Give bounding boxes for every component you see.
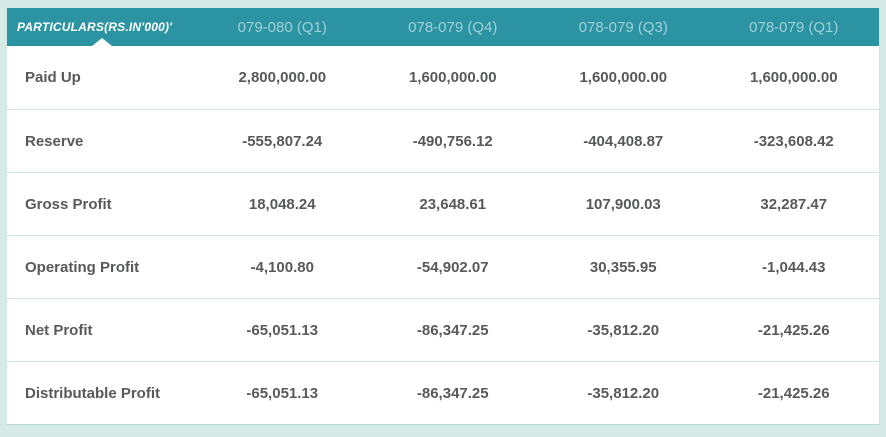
row-value: -35,812.20 [587,321,660,339]
column-header-078-079-q4: 078-079 (Q4) [408,18,498,36]
row-label: Net Profit [25,321,93,339]
row-value: -65,051.13 [246,384,319,402]
row-value: -21,425.26 [757,384,830,402]
column-header-078-079-q3: 078-079 (Q3) [578,18,668,36]
row-label: Reserve [25,132,84,150]
row-value: -555,807.24 [242,132,323,150]
callout-arrow [92,38,112,46]
row-label: Operating Profit [25,258,140,276]
table-body: Paid Up 2,800,000.00 1,600,000.00 1,600,… [7,46,879,424]
row-value: 18,048.24 [248,195,316,213]
row-value: -490,756.12 [412,132,493,150]
row-label: Paid Up [25,69,81,86]
table-row: Distributable Profit -65,051.13 -86,347.… [7,361,879,424]
particulars-header: PARTICULARS(RS.IN'000)' [17,20,173,34]
table-header-row: PARTICULARS(RS.IN'000)' 079-080 (Q1) 078… [7,8,879,46]
row-value: 30,355.95 [589,258,657,276]
row-value: 1,600,000.00 [408,69,497,86]
table-row: Gross Profit 18,048.24 23,648.61 107,900… [7,172,879,235]
row-value: 32,287.47 [760,195,828,213]
row-label: Gross Profit [25,195,112,213]
row-value: -21,425.26 [757,321,830,339]
row-value: -404,408.87 [583,132,664,150]
financials-table: PARTICULARS(RS.IN'000)' 079-080 (Q1) 078… [6,8,880,425]
row-value: 23,648.61 [419,195,487,213]
row-value: -1,044.43 [762,258,826,276]
row-value: -4,100.80 [250,258,314,276]
table-row: Paid Up 2,800,000.00 1,600,000.00 1,600,… [7,46,879,109]
row-value: -86,347.25 [416,384,489,402]
table-row: Operating Profit -4,100.80 -54,902.07 30… [7,235,879,298]
row-value: 107,900.03 [585,195,661,213]
row-value: -54,902.07 [416,258,489,276]
row-value: -86,347.25 [416,321,489,339]
row-label: Distributable Profit [25,384,161,402]
row-value: 2,800,000.00 [238,69,327,86]
row-value: -323,608.42 [753,132,834,150]
row-value: 1,600,000.00 [579,69,668,86]
table-row: Reserve -555,807.24 -490,756.12 -404,408… [7,109,879,172]
table-row: Net Profit -65,051.13 -86,347.25 -35,812… [7,298,879,361]
row-value: 1,600,000.00 [749,69,838,86]
column-header-078-079-q1: 078-079 (Q1) [749,18,839,36]
row-value: -65,051.13 [246,321,319,339]
column-header-079-080-q1: 079-080 (Q1) [237,18,327,36]
row-value: -35,812.20 [587,384,660,402]
